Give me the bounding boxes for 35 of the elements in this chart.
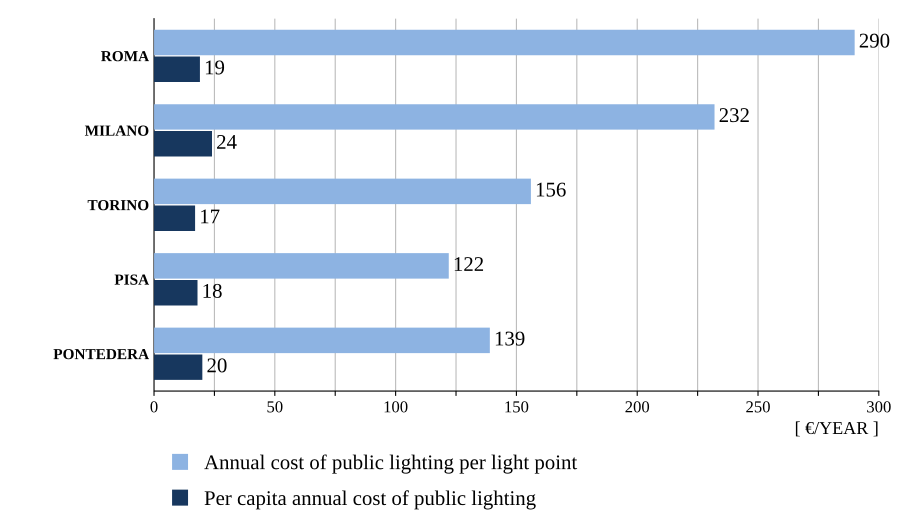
x-axis-title: [ €/YEAR ] [796,421,878,436]
x-tick-label: 300 [867,401,891,412]
data-label: 18 [204,284,222,298]
data-label: 19 [206,60,224,74]
bar [154,131,212,156]
x-tick-label: 200 [625,401,650,412]
bar [154,30,855,56]
data-label: 139 [496,332,524,346]
data-label: 232 [720,108,749,122]
data-label: 24 [217,134,237,149]
y-tick-label: PISA [114,274,150,285]
x-tick-label: 0 [150,401,158,412]
bar [154,328,490,354]
bar [154,178,531,204]
x-tick-label: 150 [505,401,528,412]
y-tick-label: MILANO [84,126,148,136]
data-label: 17 [201,209,220,224]
y-tick-label: ROMA [101,51,150,62]
bar [154,205,196,231]
y-tick-label: TORINO [88,200,148,210]
x-tick-label: 250 [746,401,770,412]
bar [154,104,715,130]
data-label: 156 [536,182,566,197]
x-tick-label: 100 [384,401,408,412]
bar [154,56,200,82]
legend-label: Per capita annual cost of public lighting [204,490,536,510]
y-tick-label: PONTEDERA [54,348,150,360]
data-label: 20 [207,358,227,372]
bar [154,253,449,279]
x-tick-label: 50 [267,401,283,412]
data-label: 290 [860,34,890,48]
bar [154,354,202,380]
legend-label: Annual cost of public lighting per light point [204,454,578,474]
bar [154,280,198,306]
data-label: 122 [454,257,484,271]
